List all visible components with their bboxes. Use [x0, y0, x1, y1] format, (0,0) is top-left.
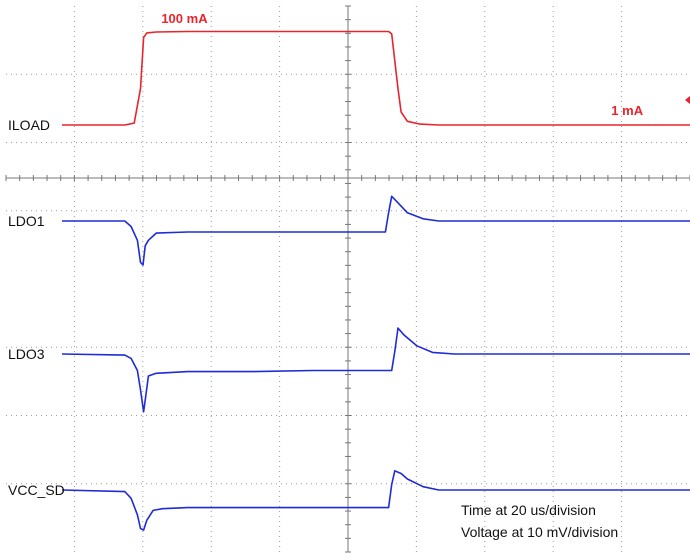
- vcc-sd-label: VCC_SD: [8, 482, 65, 498]
- annotations: 100 mA 1 mA: [161, 11, 643, 118]
- vcc-sd-trace: [61, 470, 690, 531]
- trigger-marker-icon: [685, 96, 690, 104]
- voltage-scale-label: Voltage at 10 mV/division: [461, 524, 618, 540]
- graticule: [5, 5, 690, 553]
- ldo1-label: LDO1: [8, 213, 45, 229]
- time-scale-label: Time at 20 us/division: [461, 502, 596, 518]
- ldo1-trace: [62, 195, 690, 266]
- ldo3-label: LDO3: [8, 346, 45, 362]
- iload-annotation: 1 mA: [611, 103, 643, 118]
- trace-labels: ILOAD LDO1 LDO3 VCC_SD: [8, 117, 65, 498]
- iload-annotation: 100 mA: [161, 11, 208, 26]
- iload-trace: [62, 30, 690, 126]
- ldo3-trace: [61, 327, 690, 413]
- iload-label: ILOAD: [8, 117, 50, 133]
- traces: [61, 30, 690, 531]
